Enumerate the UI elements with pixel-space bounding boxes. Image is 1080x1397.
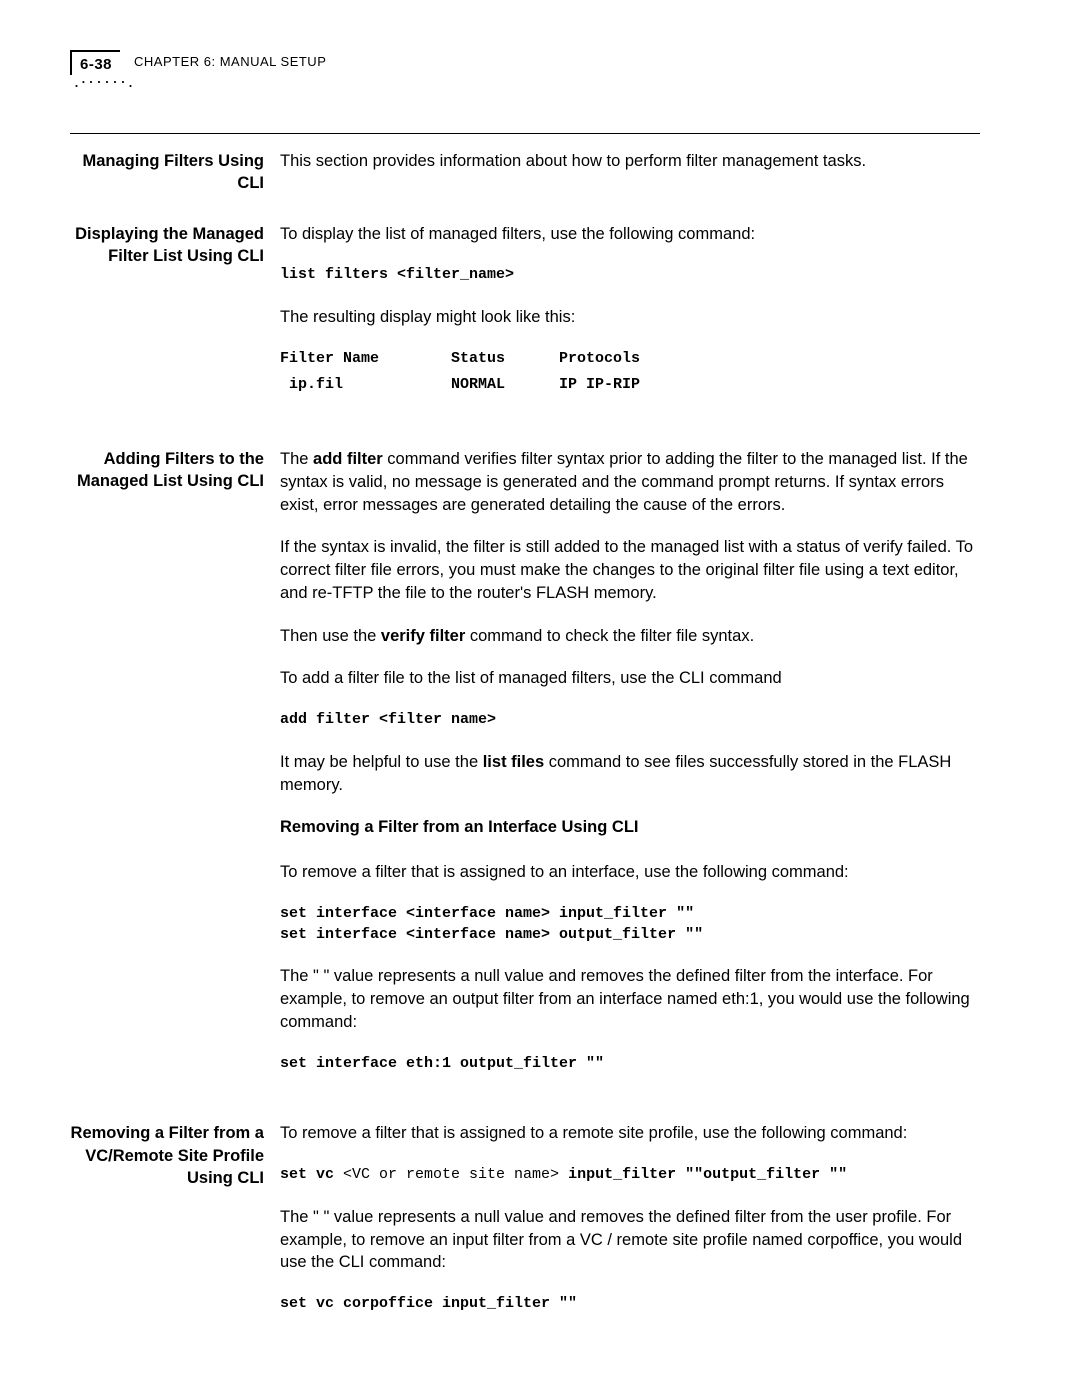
body-text: If the syntax is invalid, the filter is … xyxy=(280,536,980,604)
chapter-label: CHAPTER 6: MANUAL SETUP xyxy=(134,50,326,69)
section-managing-filters: Managing Filters Using CLI This section … xyxy=(70,150,980,195)
cli-output-table: Filter Name Status Protocols ip.fil NORM… xyxy=(280,349,980,396)
body-text: The " " value represents a null value an… xyxy=(280,965,980,1033)
page: 6-38 CHAPTER 6: MANUAL SETUP .∙·····. Ma… xyxy=(0,0,1080,1397)
section-title: Managing Filters Using CLI xyxy=(70,150,280,195)
table-row: ip.fil NORMAL IP IP-RIP xyxy=(280,375,980,396)
body-text: To add a filter file to the list of mana… xyxy=(280,667,980,690)
page-header: 6-38 CHAPTER 6: MANUAL SETUP xyxy=(70,50,980,75)
dot-ornament: .∙·····. xyxy=(74,77,980,85)
cli-command: set vc corpoffice input_filter "" xyxy=(280,1294,980,1315)
section-display-filters: Displaying the Managed Filter List Using… xyxy=(70,223,980,421)
section-remove-vc-filter: Removing a Filter from a VC/Remote Site … xyxy=(70,1122,980,1334)
body-text: To remove a filter that is assigned to a… xyxy=(280,861,980,884)
cli-command: add filter <filter name> xyxy=(280,710,980,731)
body-text: The resulting display might look like th… xyxy=(280,306,980,329)
section-add-filters: Adding Filters to the Managed List Using… xyxy=(70,448,980,1094)
cli-command: set interface <interface name> input_fil… xyxy=(280,904,980,945)
body-text: The add filter command verifies filter s… xyxy=(280,448,980,516)
section-title: Displaying the Managed Filter List Using… xyxy=(70,223,280,268)
subheading-remove-interface: Removing a Filter from an Interface Usin… xyxy=(280,816,980,839)
section-title: Removing a Filter from a VC/Remote Site … xyxy=(70,1122,280,1189)
table-header-row: Filter Name Status Protocols xyxy=(280,349,980,370)
body-text: The " " value represents a null value an… xyxy=(280,1206,980,1274)
body-text: To remove a filter that is assigned to a… xyxy=(280,1122,980,1145)
cli-command: list filters <filter_name> xyxy=(280,265,980,286)
body-text: To display the list of managed filters, … xyxy=(280,223,980,246)
divider xyxy=(70,133,980,134)
cli-command: set interface eth:1 output_filter "" xyxy=(280,1054,980,1075)
cli-command: set vc <VC or remote site name> input_fi… xyxy=(280,1165,980,1186)
body-text: It may be helpful to use the list files … xyxy=(280,751,980,797)
section-title: Adding Filters to the Managed List Using… xyxy=(70,448,280,493)
body-text: Then use the verify filter command to ch… xyxy=(280,625,980,648)
body-text: This section provides information about … xyxy=(280,150,980,173)
